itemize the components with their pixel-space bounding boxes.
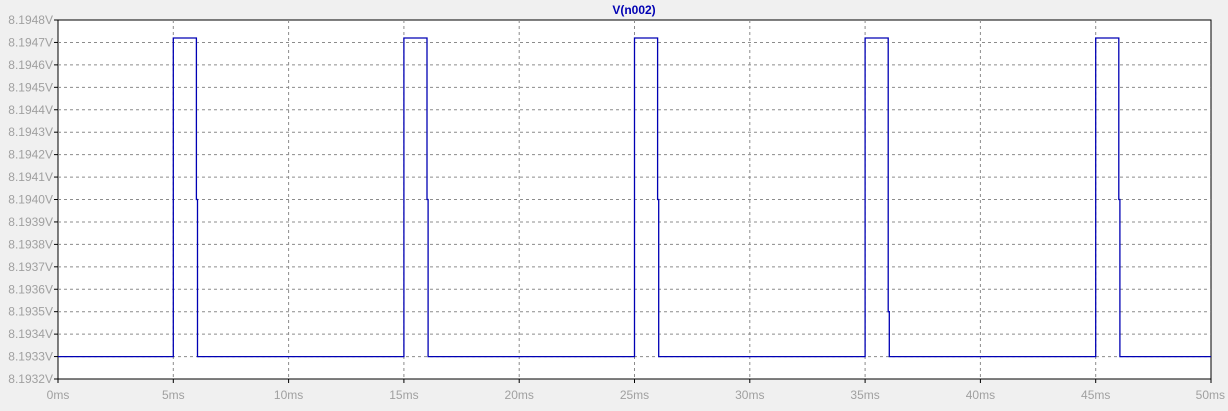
y-tick-label: 8.1932V	[8, 372, 53, 386]
y-tick-label: 8.1943V	[8, 125, 53, 139]
y-tick-label: 8.1939V	[8, 215, 53, 229]
y-tick-label: 8.1936V	[8, 282, 53, 296]
x-tick-label: 0ms	[47, 388, 70, 402]
y-tick-label: 8.1945V	[8, 80, 53, 94]
y-tick-label: 8.1942V	[8, 148, 53, 162]
y-tick-label: 8.1934V	[8, 327, 53, 341]
x-tick-label: 35ms	[850, 388, 879, 402]
series-layer	[58, 37, 1211, 358]
y-tick-label: 8.1947V	[8, 35, 53, 49]
x-tick-label: 40ms	[966, 388, 995, 402]
y-tick-label: 8.1948V	[8, 13, 53, 27]
x-tick-label: 20ms	[505, 388, 534, 402]
x-tick-label: 10ms	[274, 388, 303, 402]
x-axis-tick-labels: 0ms 5ms 10ms 15ms 20ms 25ms 30ms 35ms 40ms 45ms 50…	[47, 379, 1225, 402]
y-tick-label: 8.1940V	[8, 193, 53, 207]
x-tick-label: 5ms	[162, 388, 185, 402]
x-tick-label: 45ms	[1081, 388, 1110, 402]
y-axis-tick-labels: 8.1932V 8.1933V 8.1934V 8.1935V 8.1936V 8.193…	[8, 13, 58, 386]
chart-title[interactable]: V(n002)	[612, 3, 655, 17]
series-line	[58, 37, 1211, 358]
y-tick-label: 8.1938V	[8, 237, 53, 251]
x-tick-label: 25ms	[620, 388, 649, 402]
x-tick-label: 30ms	[735, 388, 764, 402]
x-tick-label: 15ms	[389, 388, 418, 402]
y-tick-label: 8.1937V	[8, 260, 53, 274]
y-tick-label: 8.1935V	[8, 305, 53, 319]
y-tick-label: 8.1946V	[8, 58, 53, 72]
y-tick-label: 8.1944V	[8, 103, 53, 117]
x-tick-label: 50ms	[1196, 388, 1225, 402]
y-tick-label: 8.1941V	[8, 170, 53, 184]
y-tick-label: 8.1933V	[8, 350, 53, 364]
